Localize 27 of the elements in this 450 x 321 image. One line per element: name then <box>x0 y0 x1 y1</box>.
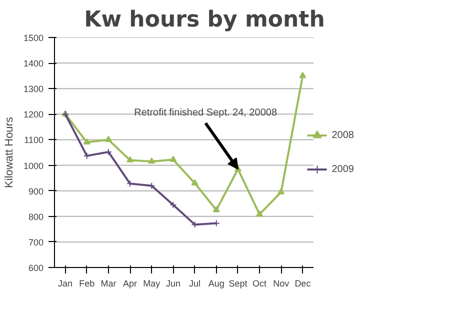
x-tick-label: Jan <box>58 278 73 288</box>
y-tick-label: 800 <box>28 212 44 222</box>
y-tick-label: 1100 <box>24 135 44 146</box>
x-tick-label: Oct <box>252 278 268 288</box>
x-tick-label: Jul <box>189 278 201 288</box>
chart-title: Kw hours by month <box>84 8 325 32</box>
y-tick-label: 1400 <box>23 58 44 69</box>
y-tick-label: 900 <box>28 186 44 196</box>
annotation: Retrofit finished Sept. 24, 20008 <box>134 108 278 119</box>
y-tick-label: 1300 <box>23 84 44 94</box>
legend-label: 2009 <box>332 164 354 174</box>
x-tick-label: Aug <box>208 278 224 288</box>
x-tick-label: Mar <box>100 278 116 288</box>
y-tick-label: 1000 <box>23 160 44 171</box>
y-tick-label: 1200 <box>23 110 44 120</box>
y-tick-label: 700 <box>28 237 44 248</box>
x-tick-label: Nov <box>273 278 290 288</box>
x-tick-label: May <box>143 278 161 288</box>
x-tick-label: Feb <box>79 278 95 288</box>
y-tick-label: 600 <box>28 263 44 273</box>
x-tick-label: Dec <box>294 278 312 288</box>
legend-label: 2008 <box>332 130 354 140</box>
y-axis-title: Kilowatt Hours <box>3 116 16 188</box>
y-tick-label: 1500 <box>23 33 44 43</box>
x-tick-label: Sept <box>228 278 248 288</box>
x-tick-label: Apr <box>123 278 138 288</box>
x-tick-label: Jun <box>166 278 180 288</box>
